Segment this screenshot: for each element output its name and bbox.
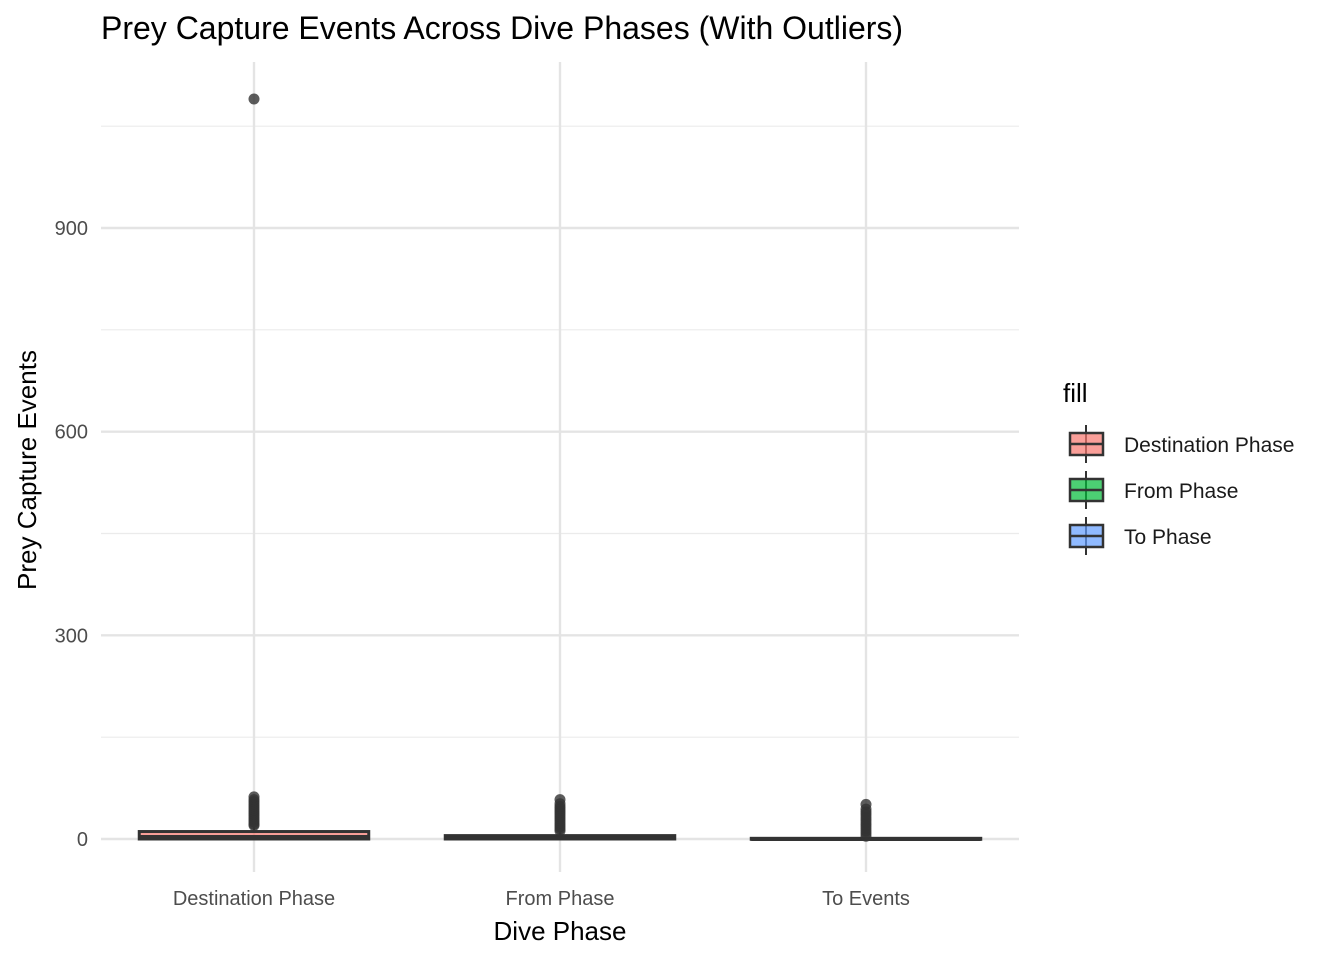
x-axis-label: Dive Phase xyxy=(494,916,627,946)
y-tick-label: 900 xyxy=(55,218,88,240)
y-axis-label: Prey Capture Events xyxy=(12,350,42,590)
box-plots xyxy=(137,93,983,842)
x-tick-label: From Phase xyxy=(506,888,615,910)
legend-label: To Phase xyxy=(1124,526,1212,549)
y-axis-ticks: 0 300 600 900 xyxy=(55,218,88,851)
outlier-point xyxy=(248,791,260,803)
y-tick-label: 300 xyxy=(55,625,88,647)
legend-entries: Destination Phase From Phase To Phase xyxy=(1068,425,1294,555)
legend-entry: From Phase xyxy=(1068,471,1238,509)
y-tick-label: 600 xyxy=(55,422,88,444)
outlier-point xyxy=(554,794,566,806)
legend-label: From Phase xyxy=(1124,480,1238,503)
x-tick-label: Destination Phase xyxy=(173,888,335,910)
legend-entry: To Phase xyxy=(1068,517,1212,555)
grid-lines xyxy=(101,62,1019,872)
legend: fill Destination Phase From Phase To Phase xyxy=(1063,378,1294,555)
y-tick-label: 0 xyxy=(77,829,88,851)
outlier-point xyxy=(860,798,872,810)
x-axis-ticks: Destination Phase From Phase To Events xyxy=(173,888,910,910)
box-plot xyxy=(443,794,677,841)
box-plot xyxy=(749,798,983,842)
box-plot xyxy=(137,93,371,841)
legend-title: fill xyxy=(1063,378,1088,408)
legend-entry: Destination Phase xyxy=(1068,425,1294,463)
outlier-point xyxy=(248,93,260,105)
chart-title: Prey Capture Events Across Dive Phases (… xyxy=(101,10,903,46)
legend-label: Destination Phase xyxy=(1124,434,1294,457)
x-tick-label: To Events xyxy=(822,888,910,910)
